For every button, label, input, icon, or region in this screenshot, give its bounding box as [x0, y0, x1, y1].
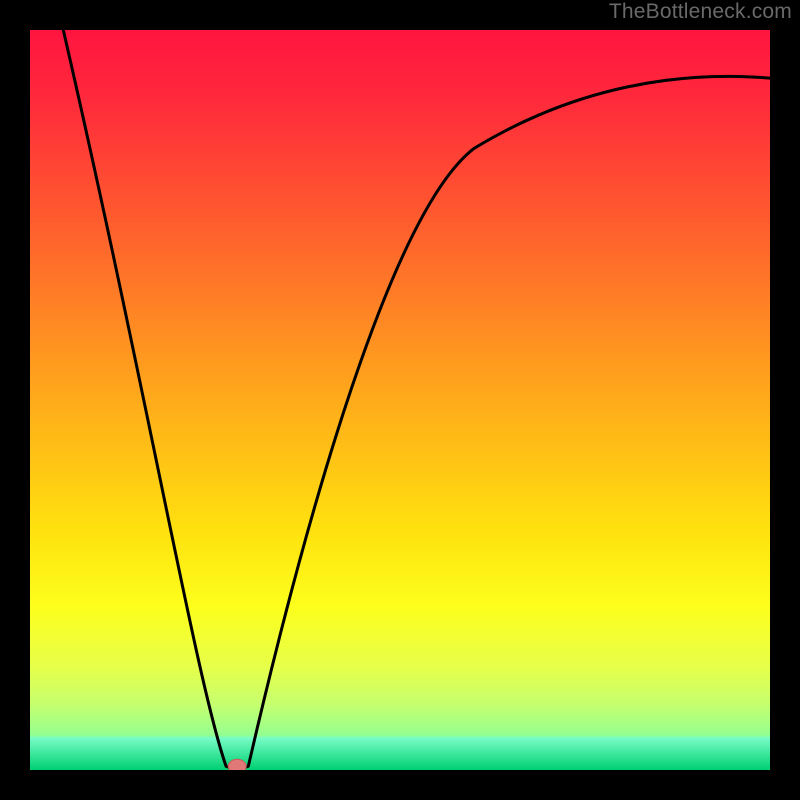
chart-root: TheBottleneck.com [0, 0, 800, 800]
minimum-marker [228, 759, 246, 770]
bottleneck-curve [30, 30, 770, 770]
curve-path [63, 30, 770, 768]
watermark-text: TheBottleneck.com [609, 0, 792, 24]
plot-area [30, 30, 770, 770]
